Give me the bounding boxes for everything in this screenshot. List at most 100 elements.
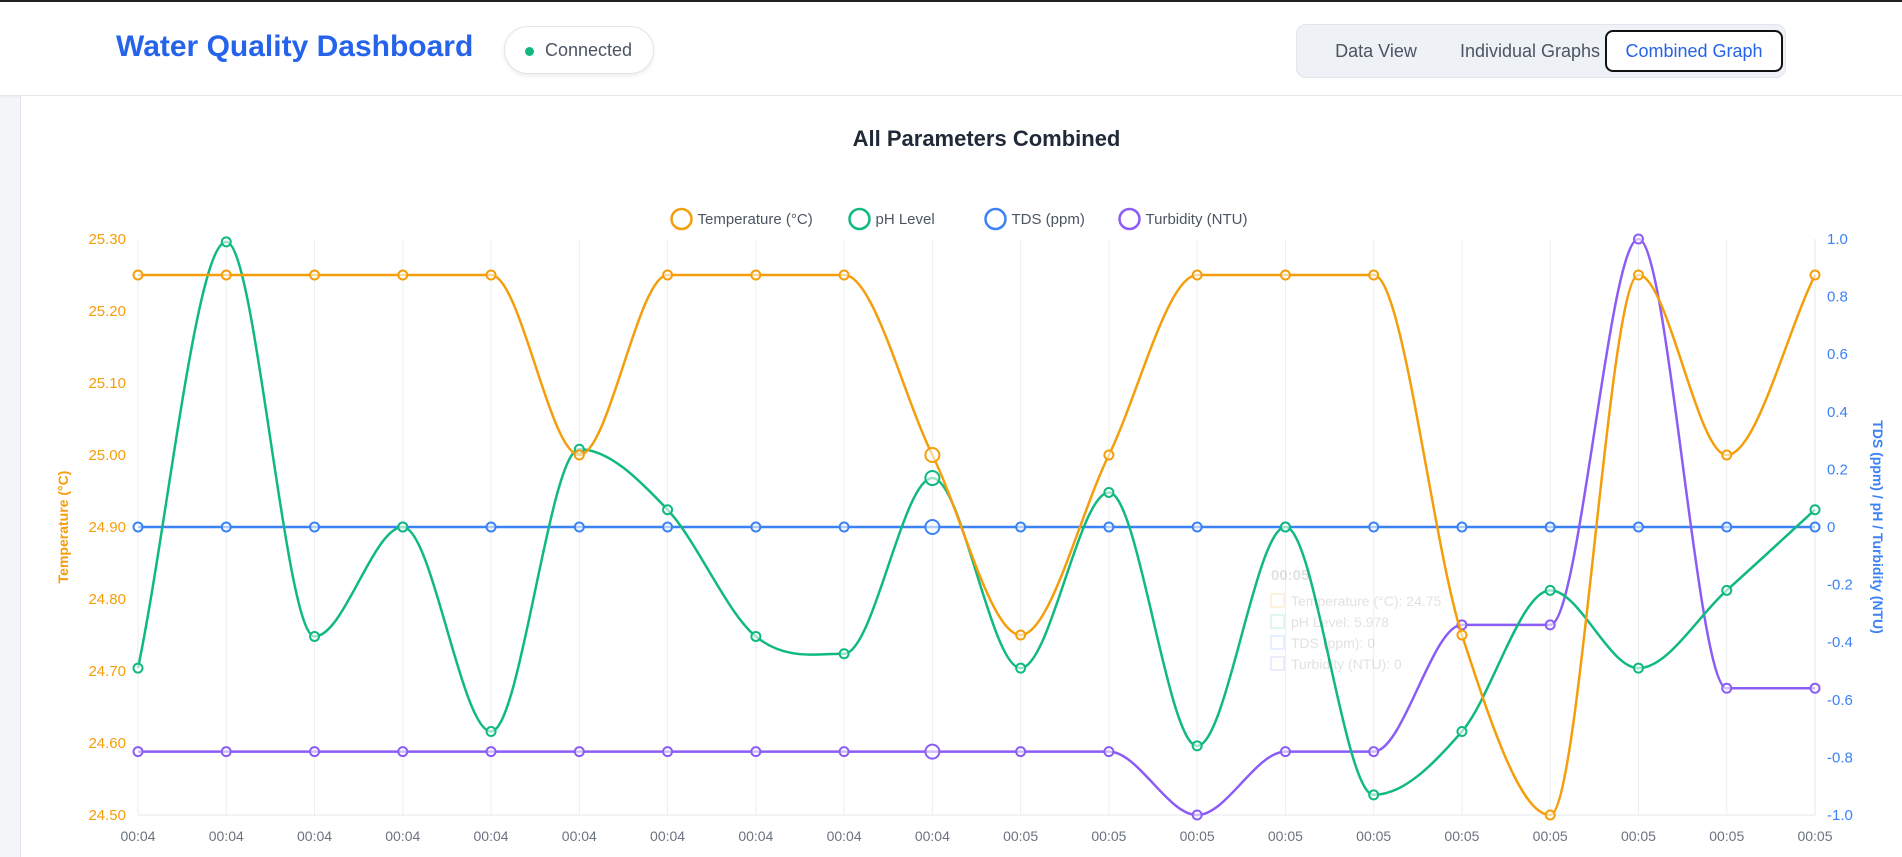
data-point bbox=[485, 521, 497, 533]
status-dot-icon bbox=[525, 47, 534, 56]
data-point bbox=[924, 519, 941, 535]
data-point bbox=[1015, 521, 1027, 533]
data-point bbox=[1544, 584, 1556, 596]
y-right-tick-label: 0 bbox=[1827, 519, 1835, 536]
tab-data-view[interactable]: Data View bbox=[1335, 41, 1417, 61]
data-point bbox=[1721, 682, 1733, 694]
data-point bbox=[485, 725, 497, 737]
legend-label: Temperature (°C) bbox=[698, 211, 813, 228]
series-group bbox=[132, 519, 1821, 535]
data-point bbox=[750, 630, 762, 642]
chart-title: All Parameters Combined bbox=[853, 126, 1121, 151]
x-tick-label: 00:04 bbox=[562, 828, 597, 844]
x-tick-label: 00:05 bbox=[1091, 828, 1126, 844]
y-right-tick-label: 0.8 bbox=[1827, 289, 1848, 306]
legend-label: Turbidity (NTU) bbox=[1146, 211, 1248, 228]
data-point bbox=[1632, 269, 1644, 281]
data-point bbox=[573, 449, 585, 461]
data-point bbox=[1809, 269, 1821, 281]
data-point bbox=[838, 269, 850, 281]
tab-individual-graphs[interactable]: Individual Graphs bbox=[1459, 41, 1601, 61]
data-point bbox=[1103, 449, 1115, 461]
y-left-tick-label: 24.50 bbox=[88, 807, 126, 824]
y-right-tick-label: -0.2 bbox=[1827, 577, 1853, 594]
data-point bbox=[573, 746, 585, 758]
data-point bbox=[662, 521, 674, 533]
y-right-tick-label: -0.4 bbox=[1827, 634, 1853, 651]
tab-combined-graph[interactable]: Combined Graph bbox=[1605, 30, 1783, 72]
data-point bbox=[1456, 521, 1468, 533]
y-right-tick-label: 0.2 bbox=[1827, 461, 1848, 478]
data-point bbox=[1544, 521, 1556, 533]
chart-legend: Temperature (°C) pH Level TDS (ppm) Turbidi… bbox=[670, 207, 1248, 231]
legend-swatch-icon bbox=[670, 207, 693, 231]
x-tick-label: 00:04 bbox=[474, 828, 509, 844]
data-point bbox=[750, 521, 762, 533]
legend-swatch-icon bbox=[984, 207, 1007, 231]
tooltip-title: 00:05 bbox=[1271, 567, 1309, 584]
data-point bbox=[838, 521, 850, 533]
x-tick-label: 00:05 bbox=[1268, 828, 1303, 844]
x-tick-label: 00:05 bbox=[1621, 828, 1656, 844]
tooltip-line: pH Level: 5.978 bbox=[1291, 614, 1389, 630]
data-point bbox=[1368, 521, 1380, 533]
data-point bbox=[1721, 584, 1733, 596]
tooltip-swatch-icon bbox=[1270, 656, 1285, 671]
data-point bbox=[1015, 746, 1027, 758]
y-left-axis-title: Temperature (°C) bbox=[55, 471, 71, 584]
data-point bbox=[573, 521, 585, 533]
y-left-tick-label: 25.10 bbox=[88, 375, 126, 392]
data-point bbox=[924, 743, 941, 760]
data-point bbox=[1015, 662, 1027, 674]
x-tick-label: 00:05 bbox=[1003, 828, 1038, 844]
x-tick-label: 00:04 bbox=[385, 828, 420, 844]
series-line bbox=[138, 273, 1817, 817]
x-tick-label: 00:05 bbox=[1709, 828, 1744, 844]
data-point bbox=[1456, 629, 1468, 641]
data-point bbox=[662, 269, 674, 281]
data-point bbox=[1809, 682, 1821, 694]
data-point bbox=[397, 746, 409, 758]
tooltip-line: TDS (ppm): 0 bbox=[1291, 635, 1375, 651]
data-point bbox=[1103, 486, 1115, 498]
data-point bbox=[1632, 521, 1644, 533]
data-point bbox=[309, 269, 321, 281]
data-point bbox=[309, 630, 321, 642]
x-tick-label: 00:05 bbox=[1533, 828, 1568, 844]
data-point bbox=[1456, 725, 1468, 737]
page-title: Water Quality Dashboard bbox=[116, 30, 474, 63]
y-right-tick-label: 0.4 bbox=[1827, 404, 1848, 421]
y-right-tick-label: -1.0 bbox=[1827, 807, 1853, 824]
legend-swatch-icon bbox=[1118, 207, 1141, 231]
x-tick-label: 00:05 bbox=[1444, 828, 1479, 844]
tooltip-line: Temperature (°C): 24.75 bbox=[1291, 593, 1442, 609]
data-point bbox=[1809, 504, 1821, 516]
y-left-tick-label: 25.20 bbox=[88, 303, 126, 320]
data-point bbox=[1632, 233, 1644, 245]
connection-status-badge: Connected bbox=[504, 26, 654, 74]
combined-chart[interactable]: All Parameters Combined 25.30 25.20 25.10 25… bbox=[21, 96, 1902, 857]
data-point bbox=[838, 648, 850, 660]
data-point bbox=[1809, 521, 1821, 533]
data-point bbox=[220, 521, 232, 533]
data-point bbox=[1279, 746, 1291, 758]
data-point bbox=[132, 269, 144, 281]
y-right-tick-label: 1.0 bbox=[1827, 231, 1848, 248]
data-point bbox=[924, 470, 941, 487]
data-point bbox=[1632, 662, 1644, 674]
x-tick-label: 00:04 bbox=[120, 828, 155, 844]
chart-tooltip: 00:05 Temperature (°C): 24.75 pH Level: 5.… bbox=[1270, 567, 1442, 672]
x-tick-label: 00:04 bbox=[297, 828, 332, 844]
data-point bbox=[1721, 449, 1733, 461]
legend-label: pH Level bbox=[876, 211, 935, 228]
data-point bbox=[485, 746, 497, 758]
tooltip-line: Turbidity (NTU): 0 bbox=[1291, 656, 1402, 672]
data-point bbox=[924, 447, 941, 463]
data-point bbox=[1191, 809, 1203, 821]
y-left-tick-label: 25.30 bbox=[88, 231, 126, 248]
x-tick-label: 00:04 bbox=[650, 828, 685, 844]
legend-label: TDS (ppm) bbox=[1012, 211, 1085, 228]
data-point bbox=[397, 269, 409, 281]
legend-swatch-icon bbox=[848, 207, 871, 231]
data-point bbox=[1279, 521, 1291, 533]
